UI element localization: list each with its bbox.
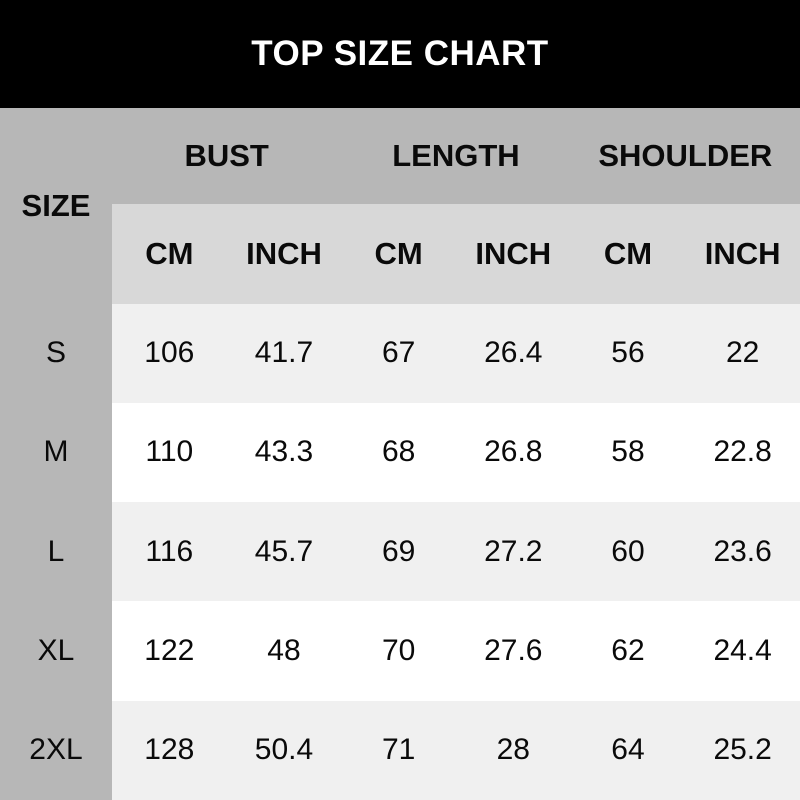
table-cell: 28 [455,700,571,800]
row-label: M [43,435,69,469]
table-cell: 122 [112,601,227,701]
table-cell: 64 [570,700,686,800]
table-cell: 70 [341,601,456,701]
table-row-xl: XL 122 48 70 27.6 62 24.4 [0,601,800,701]
subheader-shoulder-inch: INCH [685,204,800,304]
subheader-bust-cm: CM [112,204,227,304]
row-label: 2XL [29,733,83,767]
table-cell: 58 [570,402,686,503]
subheader-length-cm: CM [341,204,456,304]
table-row-2xl: 2XL 128 50.4 71 28 64 25.2 [0,700,800,800]
subheader-row: CM INCH CM INCH CM INCH [0,204,800,304]
table-cell: 71 [341,700,456,800]
table-cell: 22.8 [685,402,800,503]
title-bar: TOP SIZE CHART [0,0,800,108]
chart-title: TOP SIZE CHART [251,34,549,73]
row-label: S [45,336,66,370]
table-cell: 106 [112,303,227,403]
group-header-shoulder: SHOULDER [598,138,773,174]
table-cell: 68 [341,402,456,503]
group-header-length: LENGTH [392,138,520,174]
size-column-header: SIZE [21,187,91,223]
table-cell: 22 [685,303,800,403]
table-cell: 67 [341,303,456,403]
row-label: XL [37,634,75,668]
table-row-s: S 106 41.7 67 26.4 56 22 [0,303,800,403]
subheader-shoulder-cm: CM [570,204,686,304]
group-header-bust: BUST [184,138,269,174]
table-cell: 26.8 [455,402,571,503]
table-row-m: M 110 43.3 68 26.8 58 22.8 [0,402,800,503]
table-cell: 60 [570,502,686,602]
table-cell: 26.4 [455,303,571,403]
table-cell: 116 [112,502,227,602]
subheader-length-inch: INCH [455,204,571,304]
table-cell: 43.3 [226,402,342,503]
table-cell: 110 [112,402,227,503]
subheader-bust-inch: INCH [226,204,342,304]
table-cell: 27.2 [455,502,571,602]
size-table: SIZE BUST LENGTH SHOULDER CM INCH CM INC… [0,108,800,800]
row-label: L [47,534,65,568]
table-cell: 48 [226,601,342,701]
table-cell: 128 [112,700,227,800]
table-cell: 23.6 [685,502,800,602]
table-cell: 56 [570,303,686,403]
table-cell: 27.6 [455,601,571,701]
table-row-l: L 116 45.7 69 27.2 60 23.6 [0,502,800,602]
table-cell: 45.7 [226,502,342,602]
table-cell: 41.7 [226,303,342,403]
table-cell: 62 [570,601,686,701]
table-cell: 25.2 [685,700,800,800]
table-cell: 24.4 [685,601,800,701]
table-cell: 50.4 [226,700,342,800]
group-header-row: SIZE BUST LENGTH SHOULDER [0,108,800,223]
table-cell: 69 [341,502,456,602]
